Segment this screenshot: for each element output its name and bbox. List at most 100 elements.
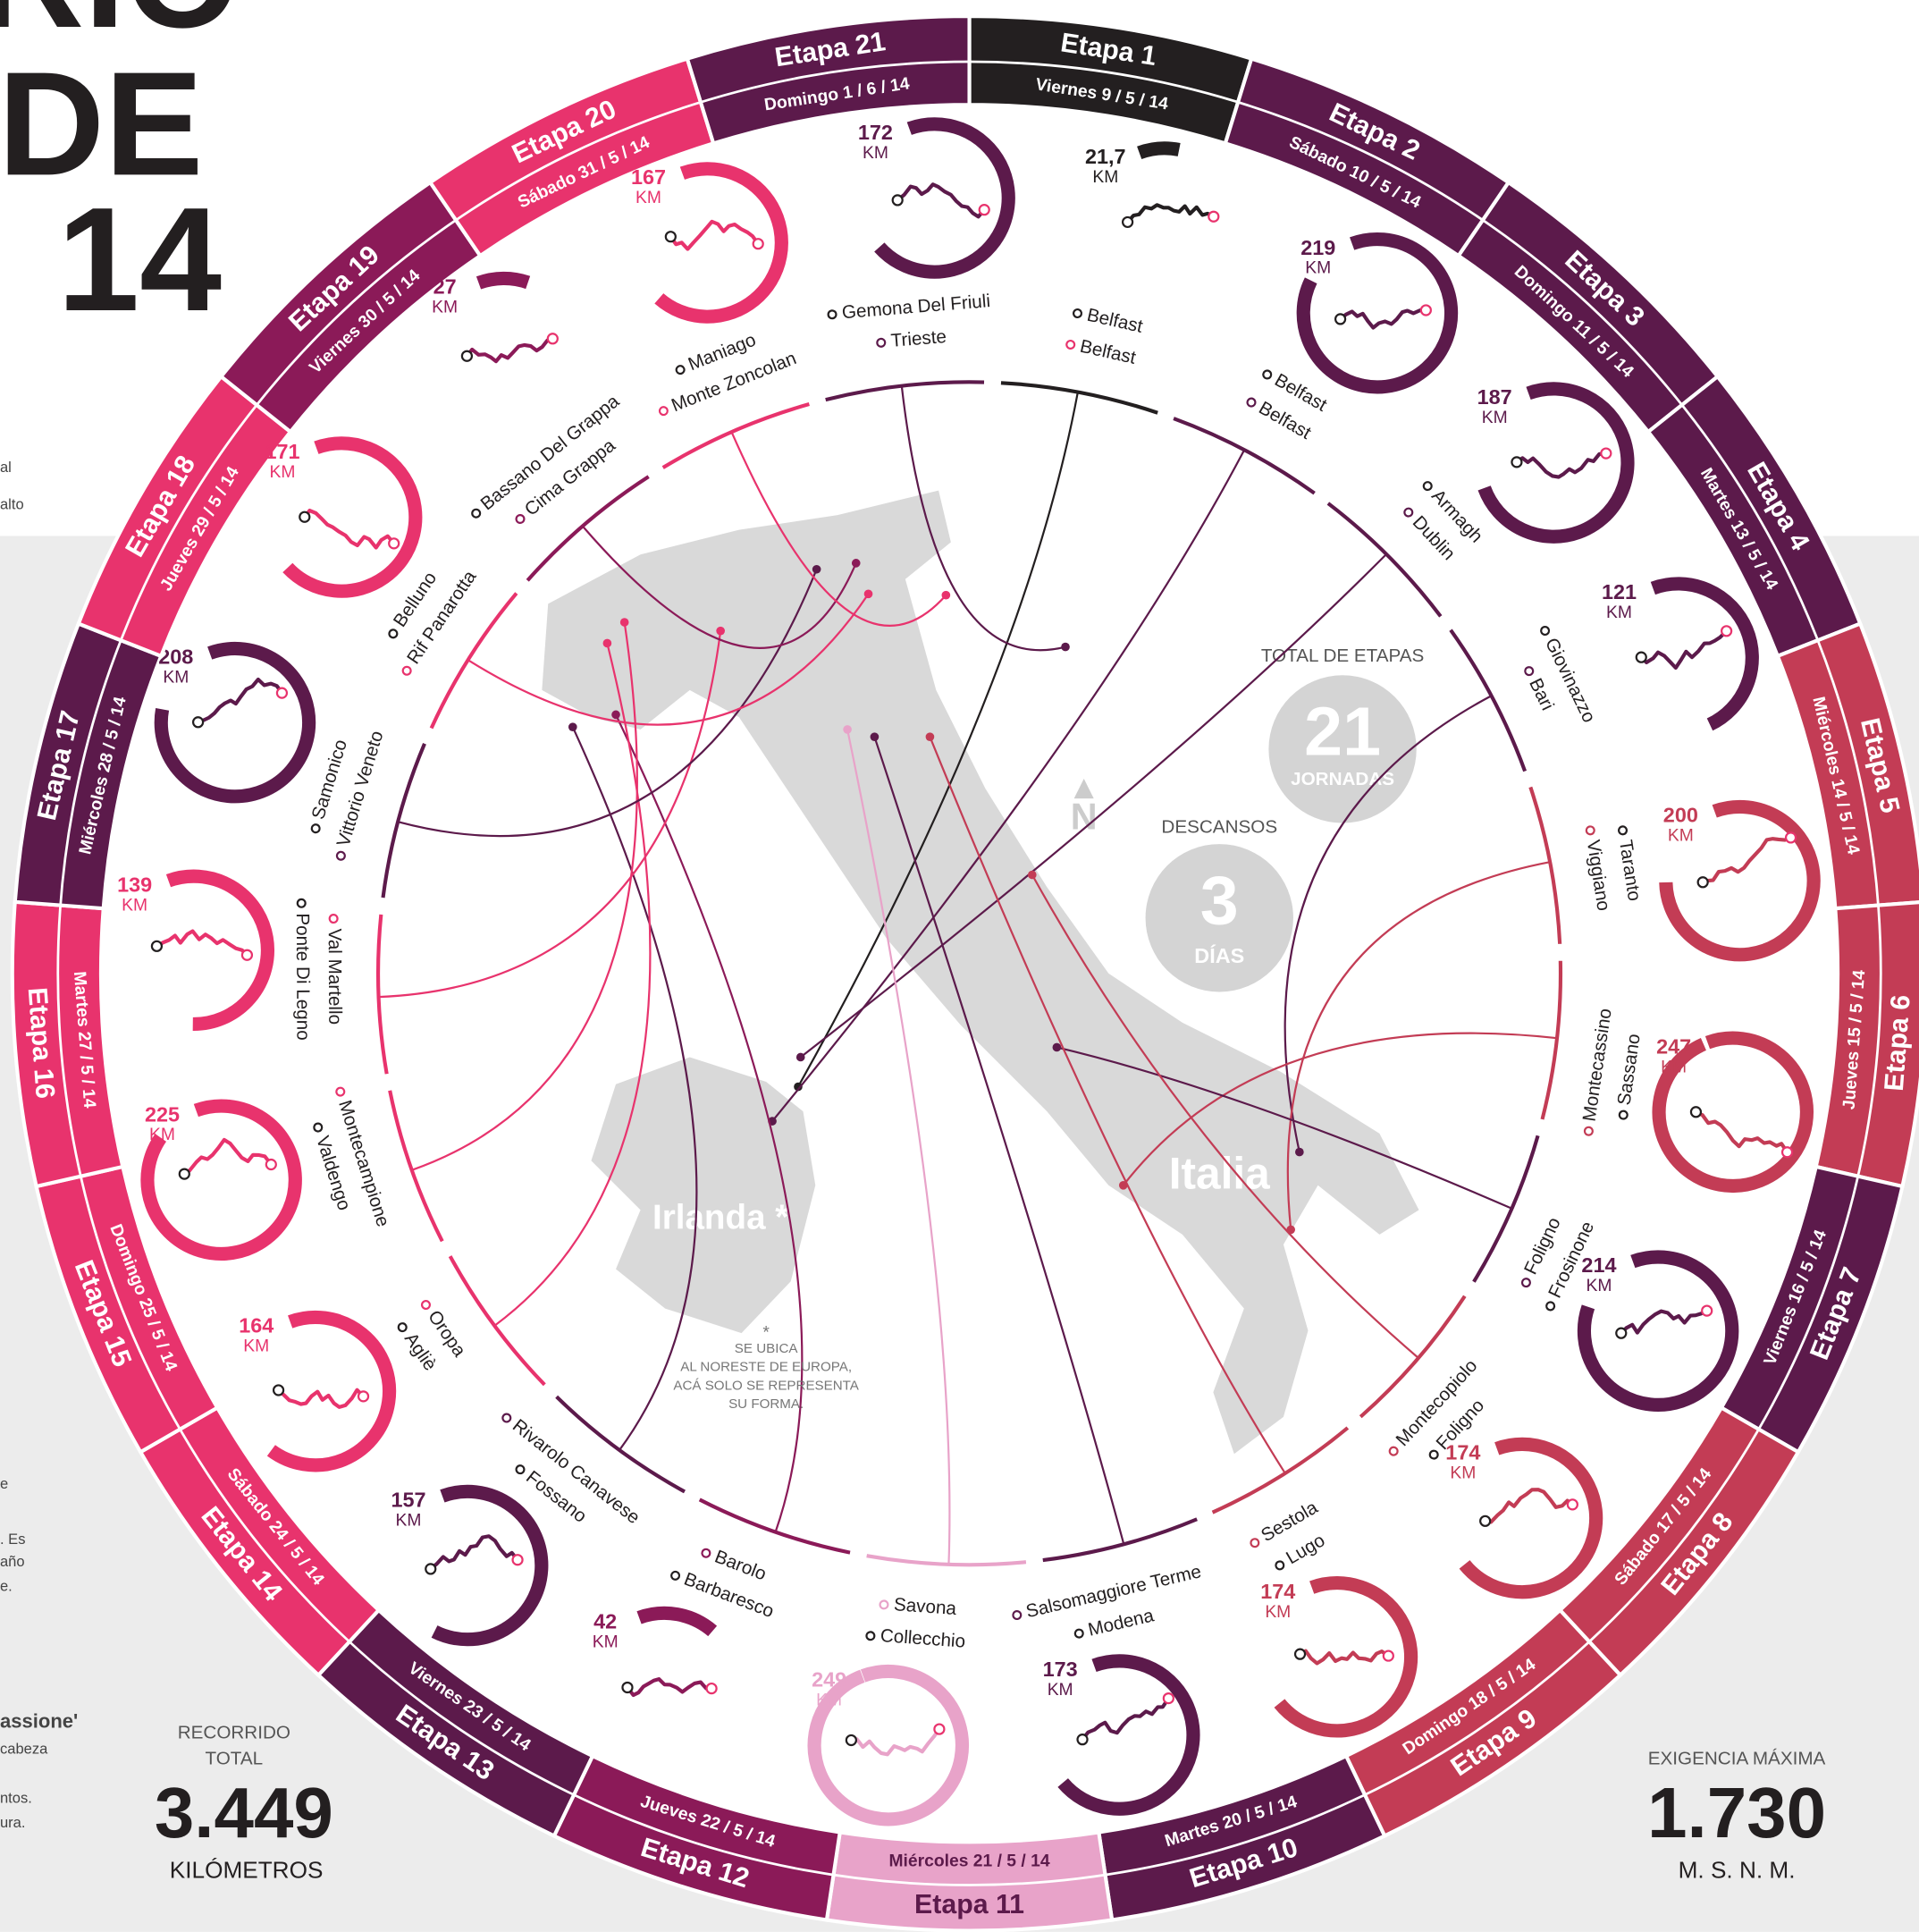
route-end bbox=[705, 1682, 718, 1695]
map-note: SE UBICA bbox=[735, 1341, 799, 1356]
km-ring bbox=[1274, 1576, 1418, 1738]
route-trace bbox=[183, 1137, 273, 1176]
stage-arc bbox=[825, 380, 985, 402]
map-note: AL NORESTE DE EUROPA, bbox=[680, 1360, 852, 1375]
side-note: e. bbox=[0, 1577, 13, 1594]
km-value: 219 bbox=[1300, 236, 1335, 259]
route-trace bbox=[850, 1727, 941, 1757]
stage-arc bbox=[661, 402, 810, 469]
ireland-shape bbox=[591, 1057, 816, 1334]
route-link bbox=[797, 392, 1079, 1088]
route-link bbox=[411, 621, 638, 1171]
town-dot bbox=[397, 1322, 408, 1333]
km-value: 200 bbox=[1663, 804, 1698, 827]
route-end bbox=[1701, 1304, 1713, 1317]
route-link bbox=[1122, 1032, 1558, 1186]
km-value: 21,7 bbox=[1085, 145, 1126, 168]
town-dot bbox=[1422, 481, 1433, 492]
stage-arc bbox=[429, 592, 518, 730]
route-link bbox=[378, 630, 722, 999]
distance-label: TOTAL bbox=[205, 1748, 263, 1768]
km-ring bbox=[1652, 1031, 1814, 1194]
km-value: 225 bbox=[145, 1102, 180, 1126]
km-ring bbox=[1137, 141, 1181, 160]
stage-arc bbox=[1211, 1426, 1350, 1514]
stage-arc bbox=[1472, 1135, 1540, 1283]
town-dot bbox=[1246, 397, 1257, 408]
town-name: Trieste bbox=[890, 326, 947, 351]
total-circle bbox=[1268, 675, 1417, 823]
town-dot bbox=[310, 823, 321, 834]
map-note: ACÁ SOLO SE REPRESENTA bbox=[673, 1378, 859, 1393]
town-dot bbox=[335, 1086, 346, 1097]
city-dot bbox=[863, 589, 873, 599]
route-trace bbox=[197, 677, 284, 724]
stage-arc bbox=[866, 1554, 1027, 1567]
route-link bbox=[581, 525, 857, 649]
route-end bbox=[275, 687, 289, 699]
town-dot bbox=[328, 914, 339, 924]
route-link bbox=[730, 431, 947, 627]
altitude-value: 1.730 bbox=[1647, 1773, 1826, 1852]
side-note: al bbox=[0, 459, 12, 476]
route-trace bbox=[303, 508, 396, 550]
italy-shape bbox=[542, 490, 1419, 1455]
km-value: 157 bbox=[391, 1489, 425, 1512]
km-unit: KM bbox=[1305, 259, 1331, 278]
route-link bbox=[615, 713, 804, 1533]
stage-arc bbox=[1042, 1517, 1198, 1563]
route-start bbox=[1511, 456, 1523, 468]
route-start bbox=[150, 940, 164, 952]
city-dot bbox=[1295, 1147, 1304, 1157]
route-start bbox=[1076, 1734, 1089, 1746]
stage-arc bbox=[555, 1395, 686, 1494]
stage-arc bbox=[1528, 786, 1562, 944]
stage-arc bbox=[1449, 629, 1528, 772]
route-trace bbox=[1702, 835, 1792, 884]
route-trace bbox=[1126, 203, 1215, 224]
town-dot bbox=[335, 850, 346, 861]
km-unit: KM bbox=[1668, 827, 1694, 846]
route-end bbox=[1784, 831, 1797, 844]
route-start bbox=[1334, 313, 1347, 325]
km-value: 174 bbox=[1445, 1441, 1480, 1464]
rest-value: 3 bbox=[1200, 862, 1239, 939]
route-end bbox=[933, 1723, 946, 1735]
route-start bbox=[1635, 651, 1647, 663]
town-label: Trieste bbox=[876, 326, 947, 351]
km-unit: KM bbox=[1092, 168, 1118, 187]
city-dot bbox=[1118, 1180, 1128, 1190]
stage-arc bbox=[448, 1255, 546, 1387]
altitude-label: EXIGENCIA MÁXIMA bbox=[1648, 1748, 1826, 1768]
route-end bbox=[752, 238, 764, 250]
route-start bbox=[621, 1681, 634, 1694]
stage-arc bbox=[1540, 960, 1563, 1120]
town-dot bbox=[1262, 369, 1273, 380]
town-dot bbox=[1520, 1278, 1531, 1288]
title: RIO bbox=[0, 0, 240, 59]
side-note: año bbox=[0, 1553, 25, 1570]
route-link bbox=[800, 553, 1387, 1059]
side-note: e bbox=[0, 1475, 8, 1492]
route-link bbox=[1056, 1046, 1512, 1210]
stage-arc bbox=[526, 475, 650, 582]
km-ring bbox=[1057, 1654, 1200, 1816]
rest-circle bbox=[1145, 844, 1293, 992]
rest-label: DESCANSOS bbox=[1161, 817, 1277, 838]
total-value: 21 bbox=[1304, 694, 1381, 771]
town-label: Ponte Di Legno bbox=[292, 898, 314, 1041]
km-ring bbox=[874, 117, 1015, 279]
city-dot bbox=[602, 638, 612, 648]
route-trace bbox=[669, 219, 760, 251]
town-dot bbox=[1388, 1446, 1399, 1456]
km-unit: KM bbox=[1482, 409, 1508, 427]
town-dot bbox=[313, 1122, 324, 1133]
route-start bbox=[1293, 1648, 1307, 1660]
km-unit: KM bbox=[816, 1692, 842, 1710]
distance-label: RECORRIDO bbox=[178, 1722, 290, 1742]
title: 14 bbox=[57, 177, 222, 342]
stage-arc bbox=[381, 743, 426, 899]
side-note: alto bbox=[0, 495, 24, 512]
